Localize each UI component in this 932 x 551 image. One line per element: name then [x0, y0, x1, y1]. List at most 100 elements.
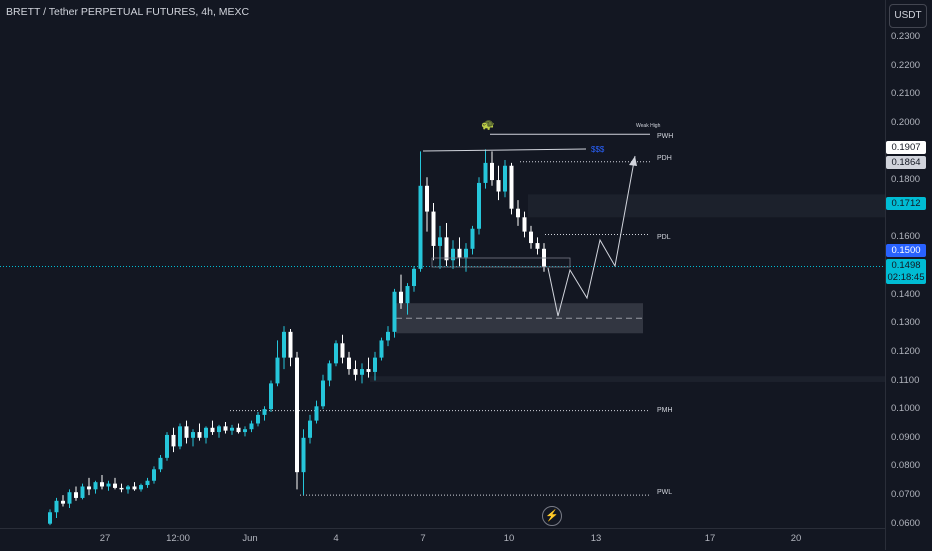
candle-body	[340, 343, 345, 358]
candle-body	[321, 380, 325, 407]
candle-body	[210, 427, 215, 433]
candle-body	[67, 492, 72, 504]
candle-body	[48, 512, 52, 524]
candle-body	[158, 457, 163, 470]
candle-body	[386, 331, 390, 341]
candle-body	[334, 343, 338, 364]
candle-body	[243, 429, 247, 433]
pwh-label: PWH	[657, 133, 673, 140]
candle-body	[353, 369, 358, 375]
price-tick: 0.2200	[891, 59, 921, 71]
price-tick: 0.1400	[891, 288, 921, 300]
candle-body	[171, 434, 176, 447]
candle-body	[438, 237, 442, 246]
candle-body	[106, 483, 111, 487]
candle-body	[54, 500, 59, 513]
price-tick: 0.0700	[891, 489, 921, 501]
time-tick: 13	[590, 533, 602, 544]
time-axis[interactable]	[0, 528, 885, 551]
candle-body	[126, 486, 130, 490]
candle-body	[217, 426, 221, 433]
candle-body	[80, 486, 85, 498]
price-tick: 0.0600	[891, 517, 921, 529]
candle-body	[516, 208, 520, 218]
candle-body	[483, 162, 488, 183]
candle-body	[412, 268, 416, 287]
candle-body	[113, 483, 117, 488]
candle-body	[197, 432, 202, 438]
candle-body	[327, 363, 332, 381]
candle-body	[93, 482, 98, 490]
price-chart[interactable]: PWH Weak High PDH PDL PMH PWL $$$ 🐢	[0, 0, 885, 528]
candle-body	[295, 357, 299, 473]
candle-body	[74, 492, 78, 498]
candle-body	[87, 486, 91, 490]
pdh-label: PDH	[657, 155, 672, 162]
candle-body	[314, 406, 319, 421]
price-tick: 0.1600	[891, 231, 921, 243]
time-tick: 4	[333, 533, 339, 544]
pdh-price-tag: 0.1864	[886, 156, 926, 169]
currency-button[interactable]: USDT	[889, 4, 927, 28]
high-price-tag: 0.1907	[886, 141, 926, 154]
candle-body	[191, 432, 195, 438]
candle-body	[522, 217, 527, 232]
candle-body	[100, 482, 104, 487]
candle-body	[308, 420, 312, 438]
price-tick: 0.1800	[891, 174, 921, 186]
candle-body	[399, 291, 403, 304]
candle-body	[262, 409, 267, 415]
countdown-tag: 02:18:45	[886, 271, 926, 284]
candle-body	[61, 500, 65, 504]
candle-body	[490, 162, 494, 181]
candle-body	[496, 180, 501, 192]
symbol-title: BRETT / Tether PERPETUAL FUTURES, 4h, ME…	[6, 6, 250, 18]
consolidation-box	[431, 257, 571, 268]
candle-body	[509, 165, 514, 209]
zone-rect	[370, 376, 885, 382]
candle-body	[431, 211, 436, 246]
candle-body	[145, 480, 150, 486]
weak-high-label: Weak High	[636, 123, 661, 129]
candle-body	[204, 427, 208, 438]
candle-body	[256, 414, 260, 424]
time-tick: Jun	[242, 533, 258, 544]
candle-body	[119, 487, 124, 490]
pmh-label: PMH	[657, 407, 673, 414]
candle-body	[282, 331, 286, 358]
candle-body	[230, 427, 234, 431]
time-tick: 27	[99, 533, 111, 544]
price-tick: 0.2100	[891, 88, 921, 100]
candle-body	[223, 426, 228, 431]
price-tick: 0.2000	[891, 116, 921, 128]
candle-body	[165, 434, 169, 458]
bolt-icon[interactable]: ⚡	[542, 506, 562, 526]
candle-body	[503, 165, 507, 192]
levels-layer	[0, 133, 885, 496]
price-tick: 0.0800	[891, 460, 921, 472]
drawings-layer	[422, 148, 637, 317]
price-tick: 0.1200	[891, 345, 921, 357]
zone-rect	[528, 194, 885, 218]
candle-body	[470, 228, 475, 249]
pwl-label: PWL	[657, 489, 672, 496]
candle-body	[360, 369, 364, 375]
candle-body	[178, 426, 182, 447]
price-tick: 0.1300	[891, 317, 921, 329]
candle-body	[373, 357, 377, 372]
time-tick: 12:00	[166, 533, 190, 544]
candle-body	[464, 248, 468, 258]
projection-path	[547, 155, 636, 317]
candle-body	[249, 423, 254, 430]
candle-body	[288, 331, 293, 358]
candle-body	[379, 340, 384, 358]
time-tick: 17	[704, 533, 716, 544]
candle-body	[366, 369, 371, 372]
candle-body	[236, 427, 241, 433]
turtle-icon: 🐢	[481, 119, 495, 131]
alert-price-tag: 0.1500	[886, 244, 926, 257]
candle-body	[392, 291, 397, 332]
candle-body	[139, 485, 143, 490]
candle-body	[405, 286, 410, 304]
liquidity-line	[422, 148, 587, 152]
